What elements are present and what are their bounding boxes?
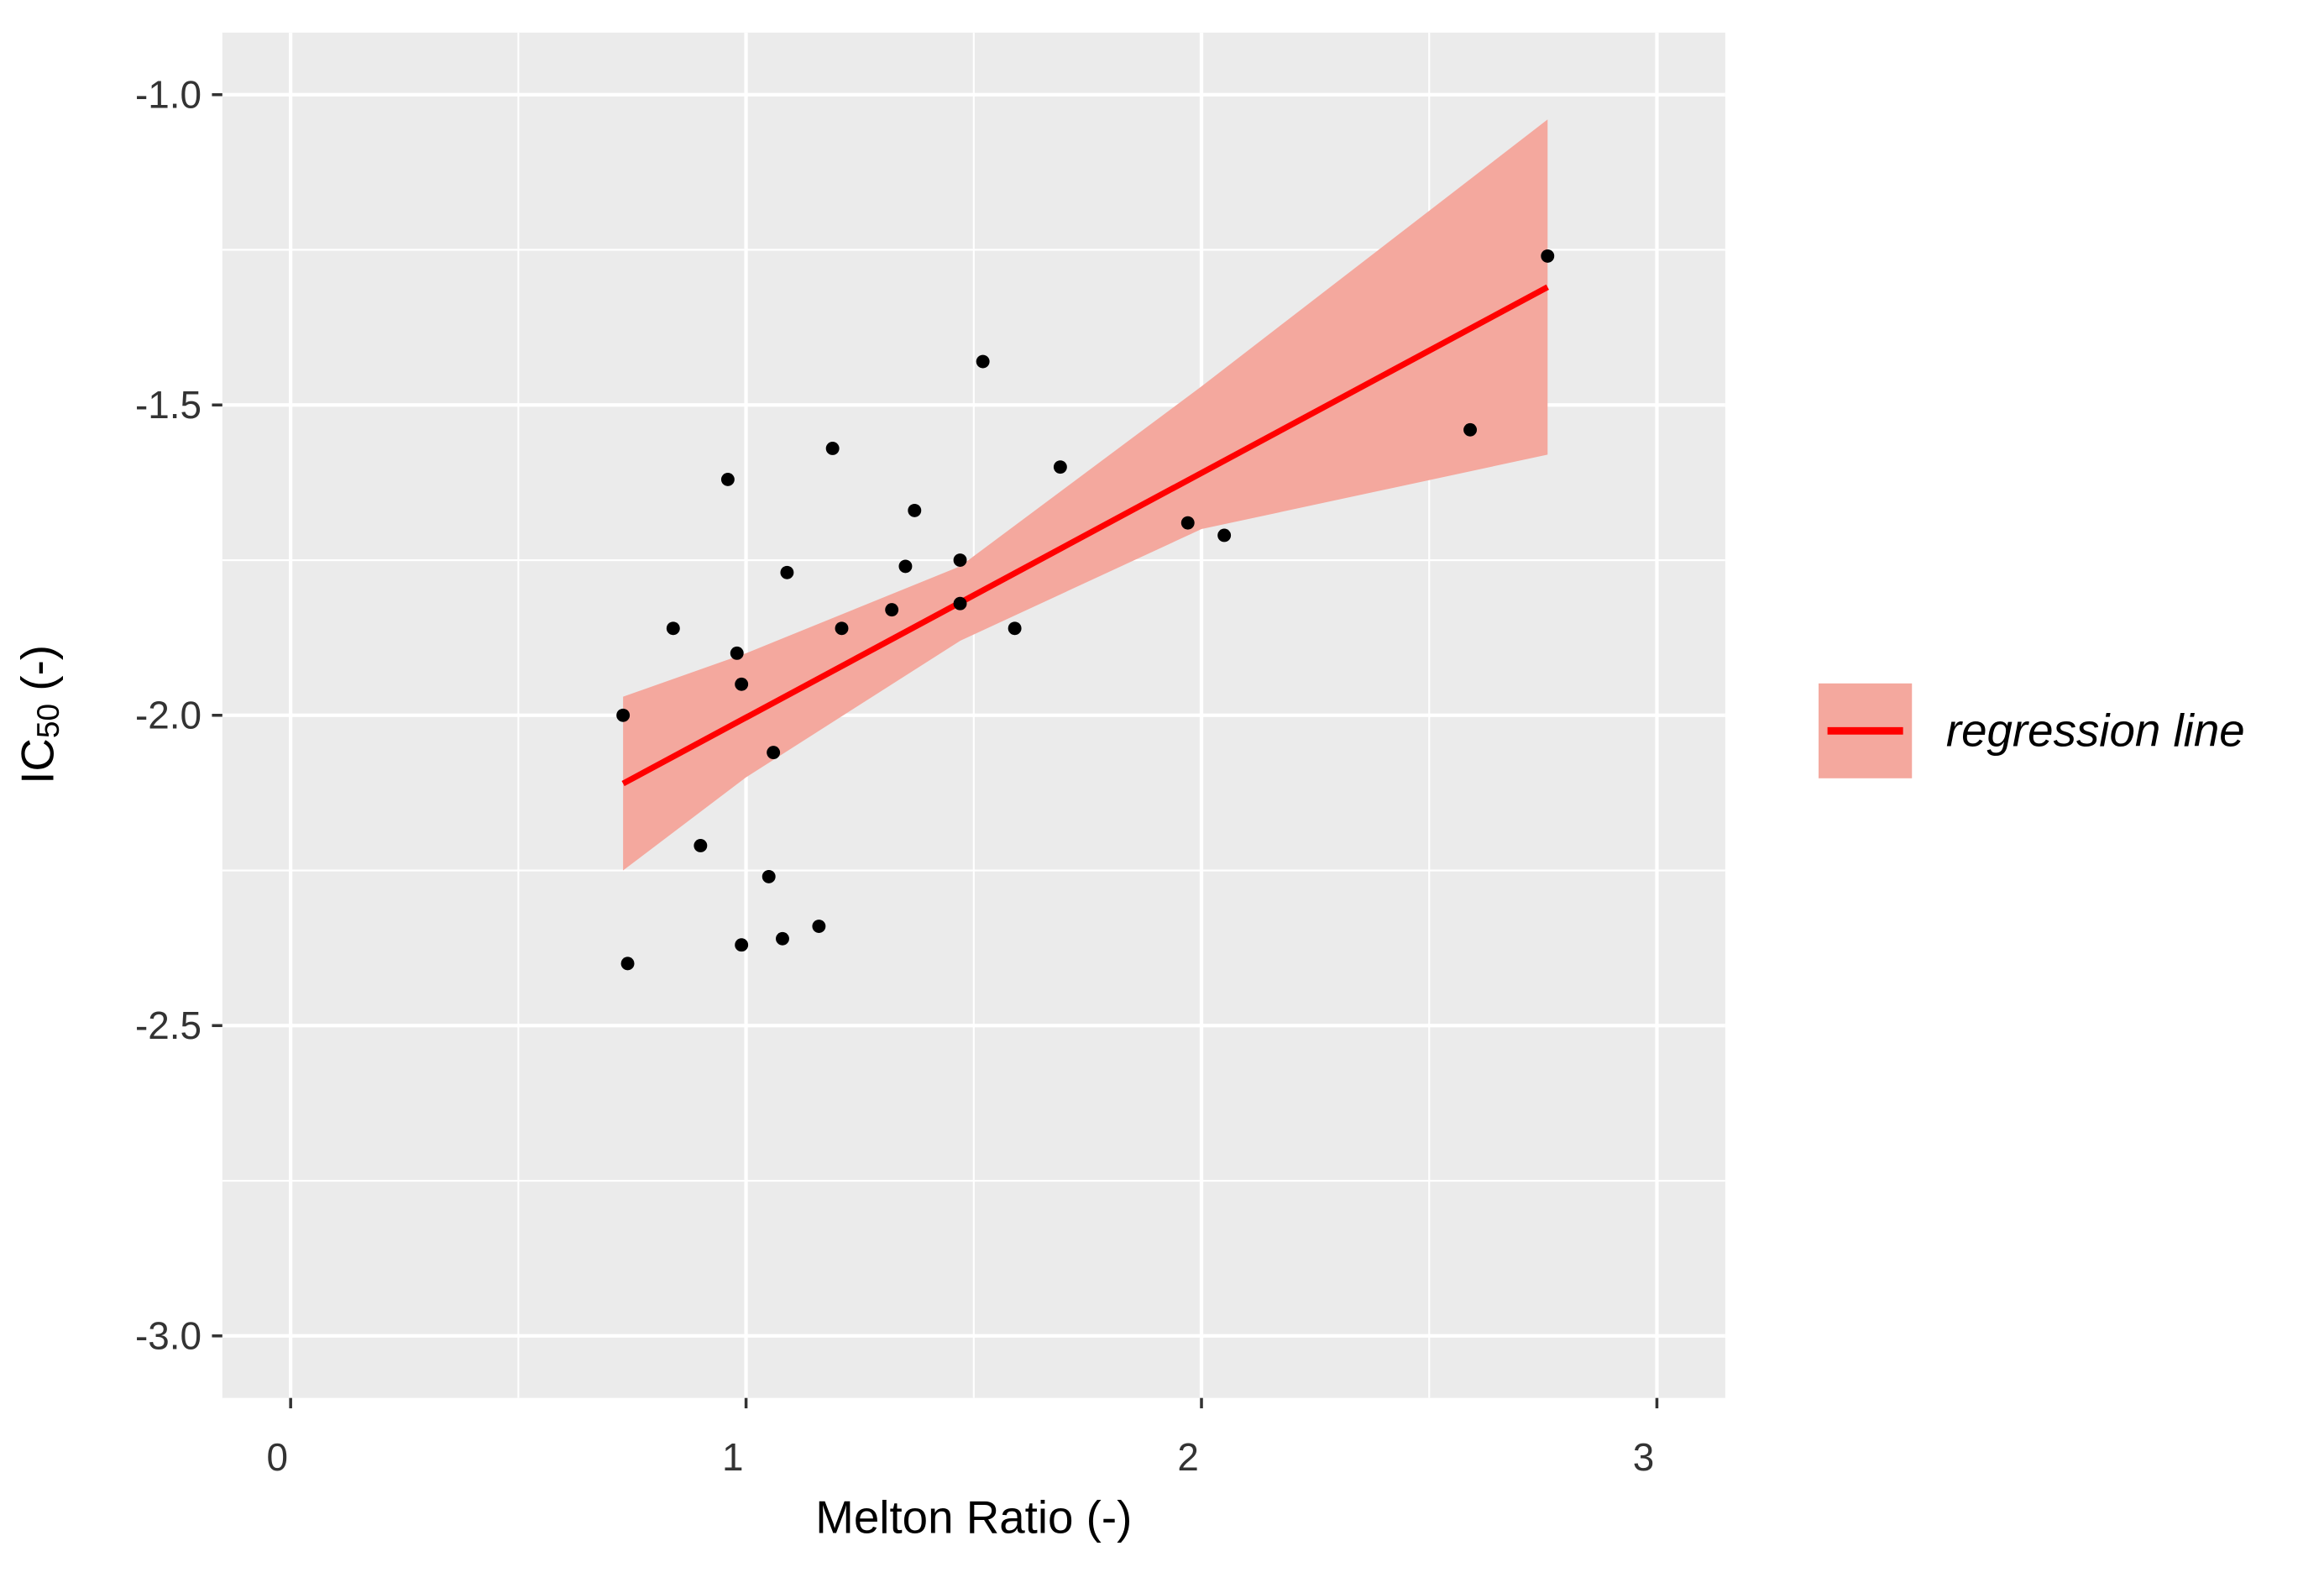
- y-tick-label: -1.0: [135, 72, 202, 116]
- point: [1463, 422, 1477, 437]
- point: [908, 503, 922, 517]
- marks: [616, 119, 1555, 971]
- y-tick-label: -2.0: [135, 693, 202, 736]
- point: [730, 646, 744, 660]
- point: [1541, 249, 1555, 263]
- y-tick-label: -3.0: [135, 1313, 202, 1357]
- point: [780, 565, 794, 579]
- y-axis-title: IC50 (-): [12, 645, 65, 784]
- point: [620, 956, 635, 971]
- y-tick-label: -1.5: [135, 383, 202, 427]
- point: [735, 677, 749, 691]
- legend: regression line: [1819, 683, 2245, 778]
- point: [720, 472, 735, 486]
- point: [953, 553, 967, 567]
- point: [898, 559, 913, 574]
- point: [776, 931, 789, 946]
- x-tick-label: 1: [722, 1435, 744, 1479]
- x-axis-title: Melton Ratio (-): [815, 1491, 1132, 1543]
- point: [666, 621, 680, 636]
- confidence-band: [623, 119, 1548, 871]
- y-title-sub: 50: [30, 704, 65, 738]
- point: [1180, 516, 1195, 530]
- regression-line: [621, 284, 1549, 787]
- y-tick-label: -2.5: [135, 1004, 202, 1047]
- point: [767, 746, 781, 760]
- point: [1053, 460, 1067, 474]
- point: [735, 938, 749, 952]
- point: [812, 920, 826, 933]
- y-title-part: (-): [12, 645, 64, 704]
- x-tick-label: 0: [267, 1435, 289, 1479]
- x-tick-label: 2: [1177, 1435, 1199, 1479]
- axes: 0 1 2 3 -3.0 -2.5 -2.0 -1.5 -1.0: [135, 72, 1659, 1479]
- point: [885, 603, 899, 617]
- point: [694, 839, 708, 852]
- point: [1008, 621, 1022, 636]
- x-tick-label: 3: [1633, 1435, 1655, 1479]
- y-title-part: IC: [12, 738, 64, 784]
- point: [616, 708, 631, 722]
- point: [976, 354, 990, 369]
- point: [1217, 528, 1232, 542]
- point: [762, 869, 776, 883]
- legend-label: regression line: [1946, 704, 2245, 756]
- point: [953, 596, 967, 611]
- point: [825, 442, 840, 455]
- point: [835, 621, 849, 636]
